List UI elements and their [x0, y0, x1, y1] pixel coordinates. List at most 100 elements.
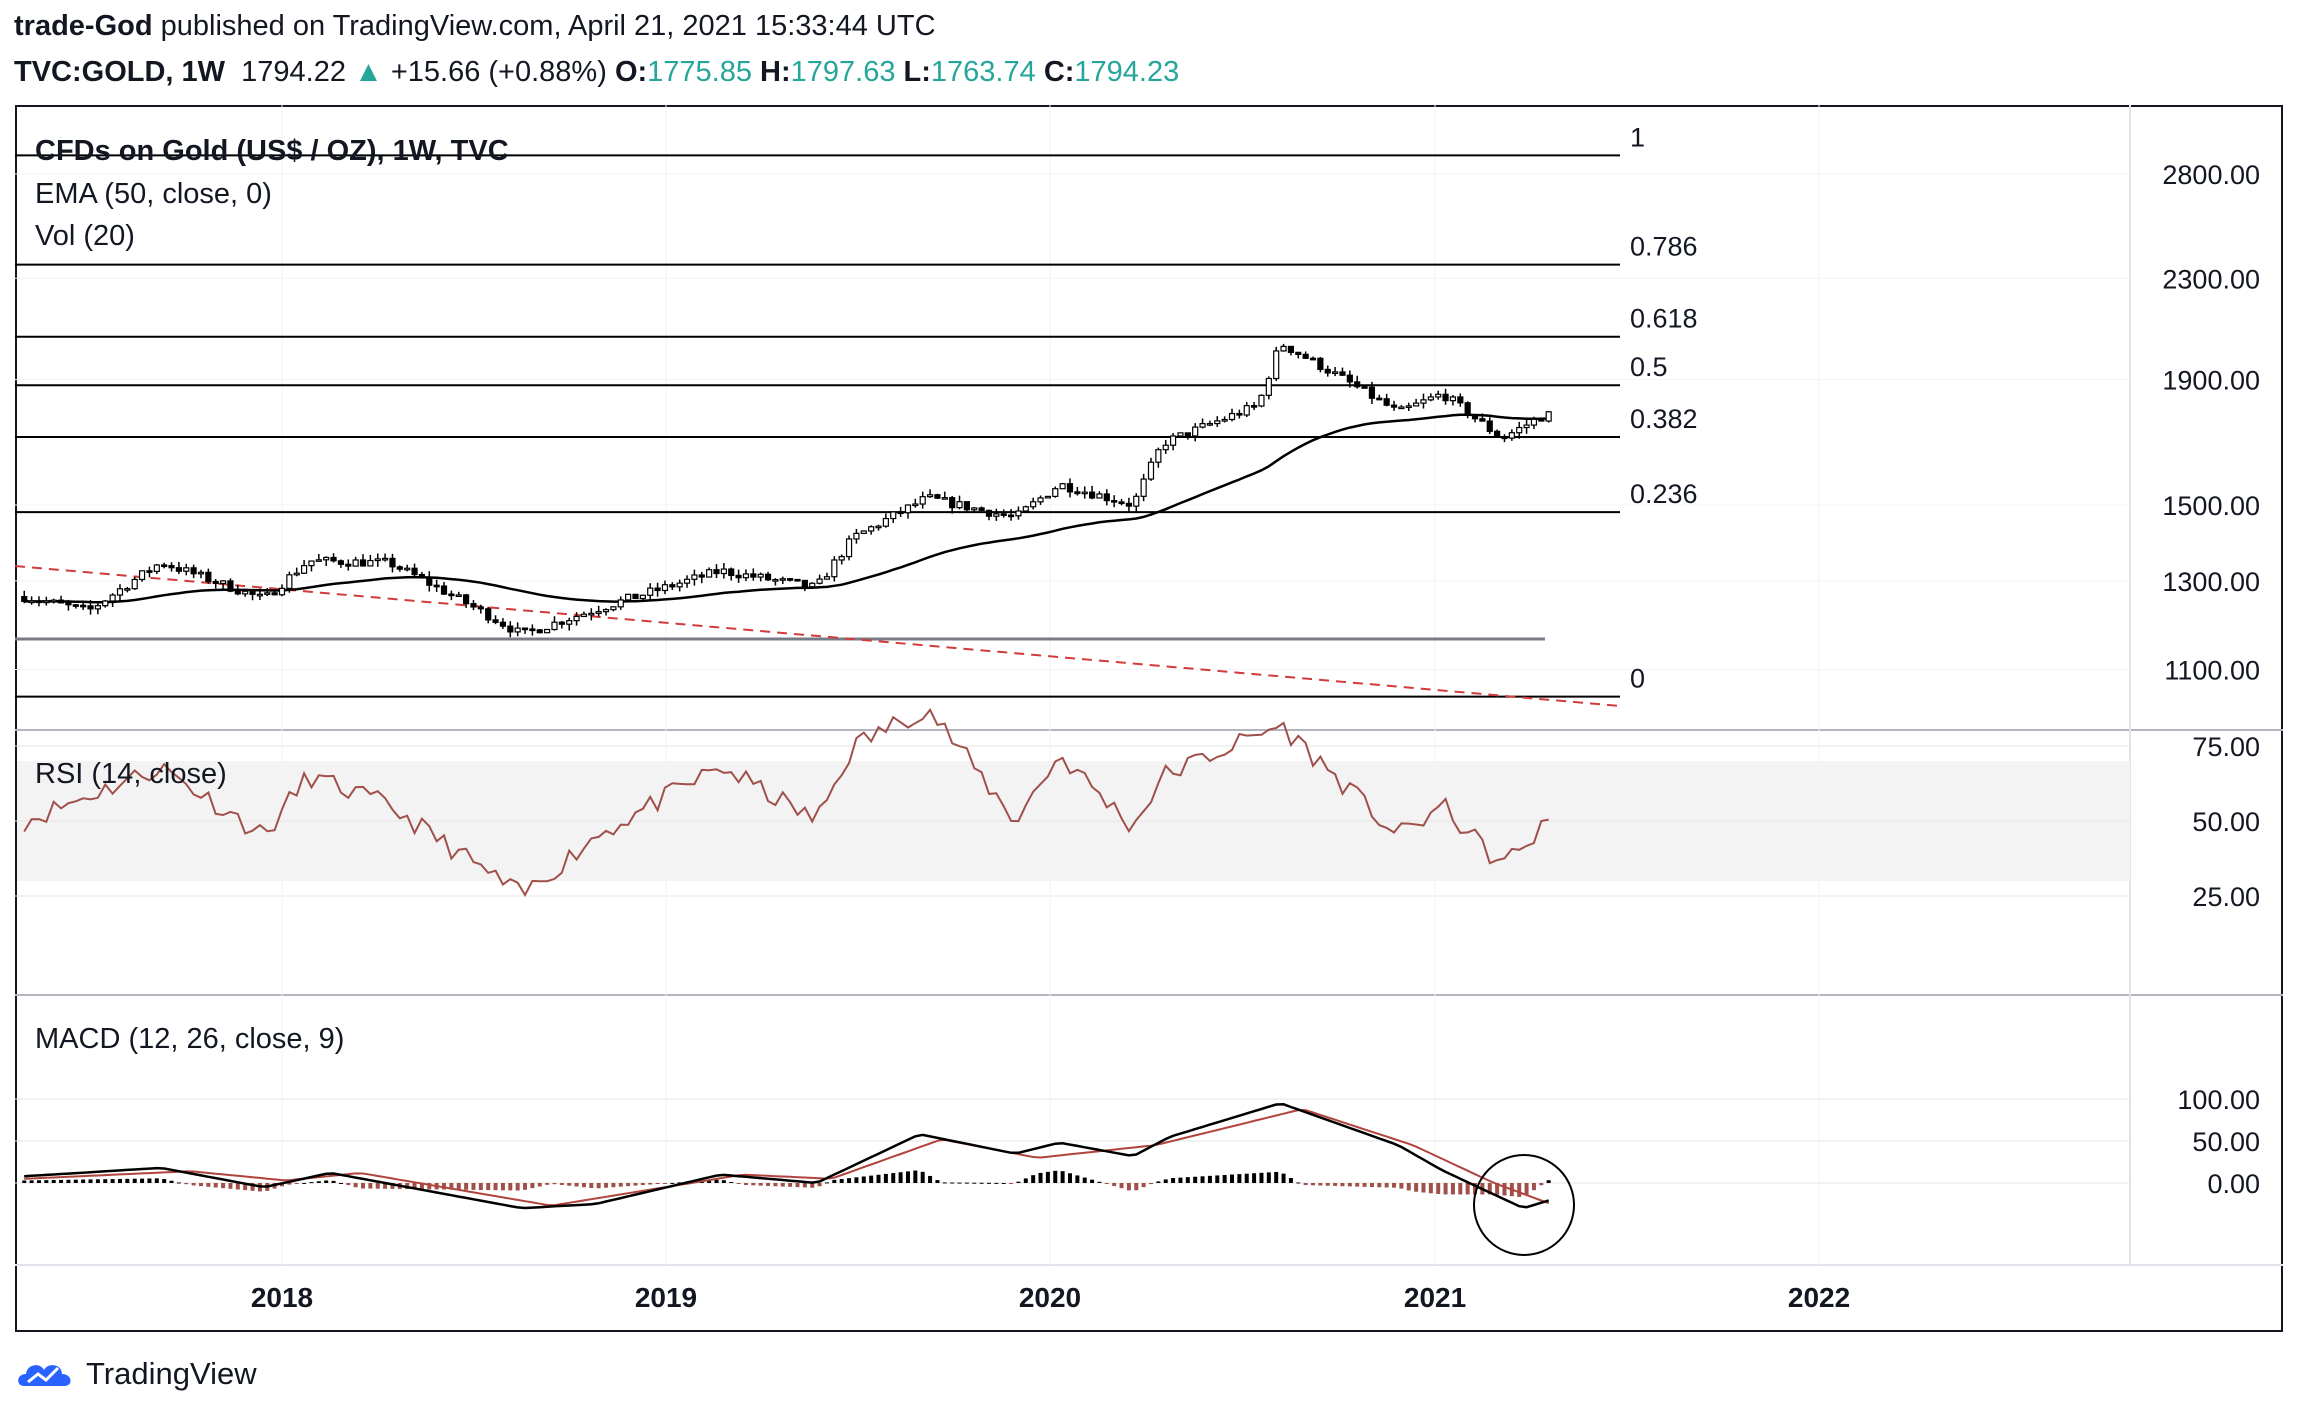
candle-body [1022, 506, 1029, 512]
candle-body [1250, 405, 1258, 408]
candle-body [1538, 418, 1545, 422]
candle-body [1383, 398, 1390, 406]
chart-title[interactable]: CFDs on Gold (US$ / OZ), 1W, TVC [35, 135, 509, 167]
macd-histogram-bar [1340, 1183, 1345, 1187]
ema-indicator-label[interactable]: EMA (50, close, 0) [35, 178, 272, 210]
macd-histogram-bar [125, 1178, 130, 1183]
candle-body [1390, 404, 1398, 408]
candle-body [1184, 432, 1191, 437]
macd-histogram-bar [1288, 1178, 1293, 1183]
candle-body [757, 573, 764, 578]
macd-histogram-bar [662, 1183, 667, 1184]
macd-histogram-bar [1318, 1183, 1323, 1186]
candle-body [1420, 399, 1427, 404]
macd-histogram-bar [1200, 1176, 1205, 1183]
macd-histogram-bar [213, 1183, 218, 1188]
candle-body [993, 513, 1000, 517]
macd-histogram-bar [1148, 1183, 1153, 1185]
tradingview-brand[interactable]: TradingView [14, 1356, 257, 1392]
candle-body [890, 511, 897, 520]
fib-level-label: 0.618 [1630, 304, 1698, 334]
macd-pane-title[interactable]: MACD (12, 26, close, 9) [35, 1023, 344, 1055]
macd-histogram-bar [176, 1182, 181, 1184]
macd-histogram-bar [449, 1183, 454, 1190]
candle-body [971, 507, 978, 511]
candle-body [1236, 412, 1243, 416]
candle-body [293, 572, 300, 576]
candle-body [190, 567, 197, 575]
candle-body [87, 605, 94, 610]
rsi-axis-tick: 25.00 [2192, 882, 2260, 912]
candle-body [1044, 495, 1051, 499]
macd-histogram-bar [1399, 1183, 1404, 1189]
candle-body [219, 580, 227, 585]
macd-histogram-bar [1458, 1183, 1463, 1195]
candle-body [691, 574, 698, 580]
macd-histogram-bar [324, 1180, 329, 1183]
macd-histogram-bar [707, 1180, 712, 1183]
author-name[interactable]: trade-God [14, 10, 153, 42]
macd-histogram-bar [375, 1183, 380, 1189]
macd-histogram-bar [1274, 1171, 1279, 1183]
candle-body [661, 584, 669, 592]
macd-histogram-bar [847, 1178, 852, 1183]
macd-histogram-bar [1546, 1180, 1551, 1183]
macd-histogram-bar [456, 1183, 461, 1190]
macd-histogram-bar [950, 1182, 955, 1184]
fib-level-label: 0.382 [1630, 404, 1698, 434]
candle-body [109, 594, 116, 602]
candle-body [706, 569, 713, 578]
low-label: L: [903, 56, 931, 88]
macd-histogram-bar [515, 1183, 520, 1191]
candle-body [1302, 353, 1309, 359]
macd-histogram-bar [633, 1183, 638, 1186]
candle-body [1081, 491, 1088, 495]
macd-histogram-bar [280, 1183, 284, 1187]
candle-body [382, 557, 389, 561]
macd-histogram-bar [736, 1183, 741, 1184]
candle-body [1398, 406, 1405, 410]
candle-body [1435, 393, 1442, 398]
macd-histogram-bar [1038, 1172, 1043, 1183]
time-axis-tick: 2019 [635, 1282, 697, 1313]
candle-body [183, 567, 190, 572]
macd-histogram-bar [95, 1179, 100, 1183]
candle-body [367, 559, 374, 567]
macd-axis-tick: 50.00 [2192, 1127, 2260, 1157]
candle-body [138, 570, 146, 581]
candle-body [669, 584, 676, 588]
candle-body [197, 571, 205, 575]
candle-body [912, 503, 919, 507]
macd-histogram-bar [287, 1183, 292, 1185]
macd-histogram-bar [913, 1170, 918, 1183]
candle-body [1133, 495, 1140, 507]
candle-body [536, 629, 543, 634]
macd-histogram-bar [493, 1183, 498, 1191]
macd-histogram-bar [1384, 1183, 1389, 1188]
rsi-pane-title[interactable]: RSI (14, close) [35, 758, 227, 790]
candle-body [131, 578, 138, 590]
macd-histogram-bar [920, 1171, 925, 1183]
macd-histogram-bar [626, 1183, 631, 1187]
macd-histogram-bar [66, 1179, 71, 1183]
macd-histogram-bar [368, 1183, 373, 1189]
macd-histogram-bar [1414, 1183, 1419, 1192]
candle-body [1486, 420, 1493, 432]
candle-body [227, 580, 234, 592]
macd-histogram-bar [228, 1183, 233, 1189]
macd-histogram-bar [802, 1183, 807, 1188]
macd-histogram-bar [596, 1183, 601, 1189]
macd-histogram-bar [1355, 1183, 1360, 1187]
price-axis-tick: 1300.00 [2162, 567, 2260, 597]
candle-body [50, 599, 57, 603]
volume-indicator-label[interactable]: Vol (20) [35, 220, 135, 252]
candle-body [411, 567, 418, 576]
candle-body [477, 606, 484, 610]
candle-body [713, 569, 720, 575]
macd-histogram-bar [162, 1179, 167, 1183]
macd-histogram-bar [464, 1183, 469, 1190]
symbol-label[interactable]: TVC:GOLD, 1W [14, 56, 226, 88]
macd-histogram-bar [309, 1182, 314, 1184]
candle-body [1162, 444, 1169, 451]
